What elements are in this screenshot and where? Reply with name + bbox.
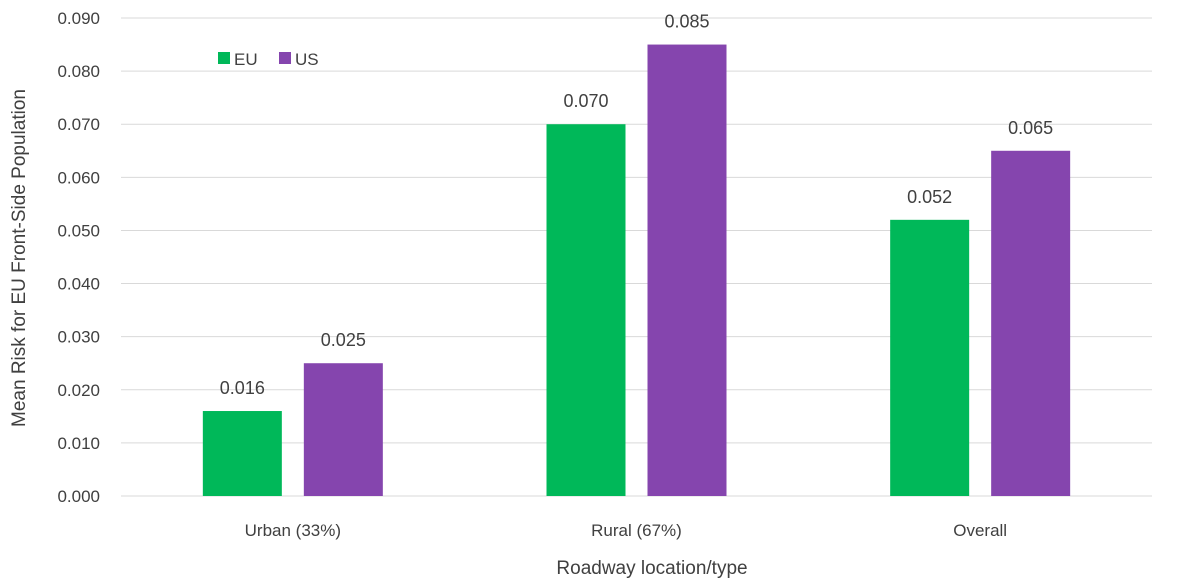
y-tick-label: 0.090 [57,9,100,28]
gridlines [121,17,1152,497]
y-tick-label: 0.020 [57,381,100,400]
data-label-us: 0.025 [321,330,366,350]
x-axis-ticks: Urban (33%) Rural (67%) Overall [245,521,1007,540]
x-axis-title: Roadway location/type [556,558,747,579]
x-tick-label: Rural (67%) [591,521,682,540]
legend-label-eu: EU [234,50,258,69]
data-label-eu: 0.052 [907,187,952,207]
legend: EU US [218,50,319,69]
x-tick-label: Urban (33%) [245,521,341,540]
bar-us [303,363,383,496]
bars [202,44,1071,497]
y-axis-title: Mean Risk for EU Front-Side Population [9,89,30,427]
y-tick-label: 0.050 [57,221,100,240]
y-tick-label: 0.060 [57,168,100,187]
data-label-us: 0.065 [1008,118,1053,138]
y-tick-label: 0.030 [57,328,100,347]
bar-us [991,150,1071,496]
legend-swatch-us [279,52,291,64]
x-tick-label: Overall [953,521,1007,540]
data-label-eu: 0.016 [220,378,265,398]
legend-swatch-eu [218,52,230,64]
bar-eu [202,411,282,496]
y-tick-label: 0.000 [57,487,100,506]
y-tick-label: 0.070 [57,115,100,134]
y-tick-label: 0.040 [57,275,100,294]
y-tick-label: 0.010 [57,434,100,453]
data-labels: 0.016 0.025 0.070 0.085 0.052 0.065 [220,12,1053,398]
bar-eu [890,219,970,497]
data-label-eu: 0.070 [563,91,608,111]
y-axis-ticks: 0.000 0.010 0.020 0.030 0.040 0.050 0.060 0.070… [57,9,100,506]
bar-us [647,44,727,497]
data-label-us: 0.085 [664,12,709,32]
legend-label-us: US [295,50,319,69]
bar-eu [546,124,626,496]
y-tick-label: 0.080 [57,62,100,81]
